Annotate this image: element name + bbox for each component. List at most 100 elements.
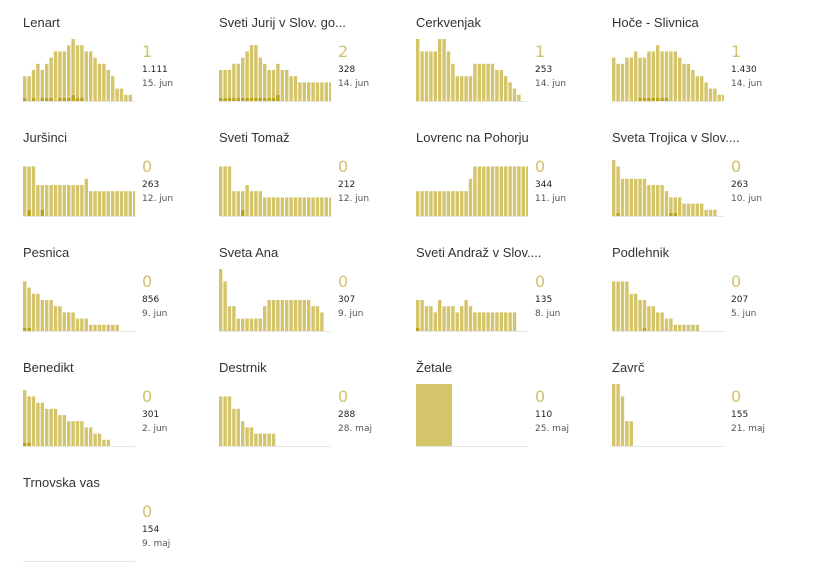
bar (713, 209, 717, 216)
bar (517, 94, 521, 101)
bar (280, 197, 284, 216)
municipality-name: Benedikt (23, 360, 74, 375)
new-cases-value: 0 (535, 157, 546, 176)
bar-highlight (267, 98, 271, 101)
bar (67, 421, 71, 446)
bar-highlight (223, 98, 227, 101)
last-date: 21. maj (731, 424, 765, 434)
total-count: 207 (731, 295, 749, 305)
bar (241, 191, 245, 216)
bar (227, 166, 232, 216)
bar (219, 70, 223, 101)
bar (302, 82, 306, 101)
bar-highlight (75, 98, 80, 101)
bar (329, 82, 331, 101)
municipality-name: Žetale (416, 360, 453, 375)
bar (477, 166, 481, 216)
bar (307, 300, 311, 331)
bar (634, 293, 638, 331)
bar (227, 396, 232, 446)
bar (223, 70, 227, 101)
sparkbar-chart (23, 561, 135, 562)
sparkbar-chart (416, 39, 528, 102)
bar (708, 88, 713, 101)
total-count: 154 (142, 525, 160, 535)
bar (84, 51, 88, 101)
bar (499, 166, 503, 216)
bar (276, 197, 280, 216)
bar (75, 421, 80, 446)
bar (40, 185, 44, 216)
bar (420, 384, 424, 446)
bar (97, 324, 102, 331)
bar (660, 312, 664, 331)
bar (700, 76, 704, 101)
bar (23, 76, 27, 101)
municipality-name: Sveta Ana (219, 245, 279, 260)
bar (241, 57, 245, 101)
bar (263, 197, 267, 216)
bar-highlight (227, 98, 232, 101)
bar (486, 166, 490, 216)
bar (271, 197, 276, 216)
bar (27, 287, 31, 331)
bar (89, 324, 93, 331)
new-cases-value: 2 (338, 42, 349, 61)
bar (23, 281, 27, 331)
bar (433, 51, 437, 101)
last-date: 9. maj (142, 539, 171, 549)
bar (97, 63, 102, 101)
bar-highlight (23, 443, 27, 446)
bar-highlight (647, 98, 651, 101)
bar (695, 324, 699, 331)
bar (311, 197, 315, 216)
municipality-name: Sveti Tomaž (219, 130, 290, 145)
bar (227, 70, 232, 101)
bar (27, 76, 31, 101)
bar (455, 191, 459, 216)
bar (89, 191, 93, 216)
bar (62, 185, 66, 216)
bar (36, 185, 40, 216)
bar (245, 318, 249, 331)
bar (438, 39, 442, 101)
bar (258, 318, 262, 331)
bar (115, 88, 119, 101)
bar (438, 300, 442, 331)
bar (75, 318, 80, 331)
total-count: 212 (338, 180, 356, 190)
bar (97, 191, 102, 216)
total-count: 856 (142, 295, 160, 305)
municipality-card: Cerkvenjak 1 253 14. jun (416, 15, 606, 125)
bar (616, 63, 620, 101)
bar-highlight (40, 210, 44, 216)
last-date: 9. jun (142, 309, 168, 319)
bar (111, 191, 115, 216)
bar (320, 312, 324, 331)
bar (45, 300, 49, 331)
bar (280, 300, 284, 331)
bar (473, 63, 477, 101)
bar (324, 82, 328, 101)
bar (102, 63, 106, 101)
bar-highlight (276, 95, 280, 101)
municipality-card: Pesnica 0 856 9. jun (23, 245, 213, 355)
bar (620, 281, 625, 331)
bar (315, 82, 320, 101)
bar (625, 178, 629, 216)
bar (102, 324, 106, 331)
bar (620, 396, 625, 446)
bar (416, 384, 420, 446)
bar (620, 178, 625, 216)
bar (31, 293, 36, 331)
bar (682, 203, 686, 216)
bar (62, 415, 66, 446)
bar (93, 57, 97, 101)
bar (245, 51, 249, 101)
last-date: 15. jun (142, 79, 174, 89)
bar (89, 427, 93, 446)
bar (263, 63, 267, 101)
bar (320, 197, 324, 216)
bar (504, 312, 508, 331)
bar (84, 178, 88, 216)
